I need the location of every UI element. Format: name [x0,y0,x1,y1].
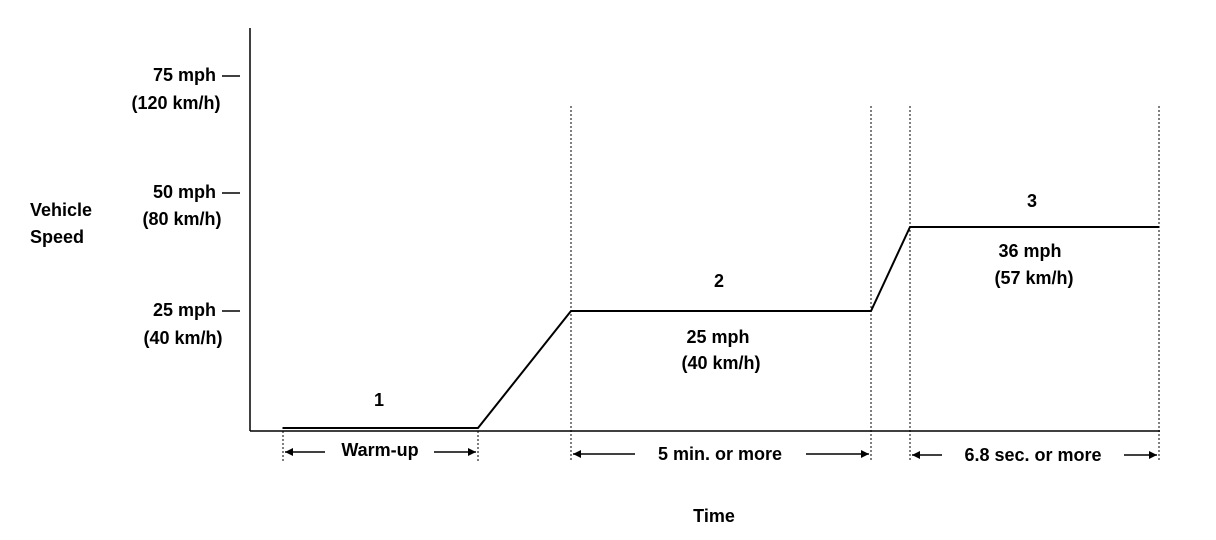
phase-3-speed-label: 36 mph [998,241,1061,261]
y-tick-label-50: 50 mph [153,182,216,202]
phase-3-speed-kmh: (57 km/h) [994,268,1073,288]
phase-2-number: 2 [714,271,724,291]
y-tick-kmh-50: (80 km/h) [142,209,221,229]
y-axis-title-line-1: Vehicle [30,200,92,220]
phase-2-speed-kmh: (40 km/h) [681,353,760,373]
phase-3-number: 3 [1027,191,1037,211]
phase-1-number: 1 [374,390,384,410]
y-tick-kmh-75: (120 km/h) [131,93,220,113]
y-tick-label-75: 75 mph [153,65,216,85]
y-tick-label-25: 25 mph [153,300,216,320]
phase-3-duration-label: 6.8 sec. or more [964,445,1101,465]
warmup-duration-label: Warm-up [341,440,418,460]
phase-2-speed-label: 25 mph [686,327,749,347]
phase-2-duration-label: 5 min. or more [658,444,782,464]
y-axis-title-line-2: Speed [30,227,84,247]
x-axis-title: Time [693,506,735,526]
y-tick-kmh-25: (40 km/h) [143,328,222,348]
